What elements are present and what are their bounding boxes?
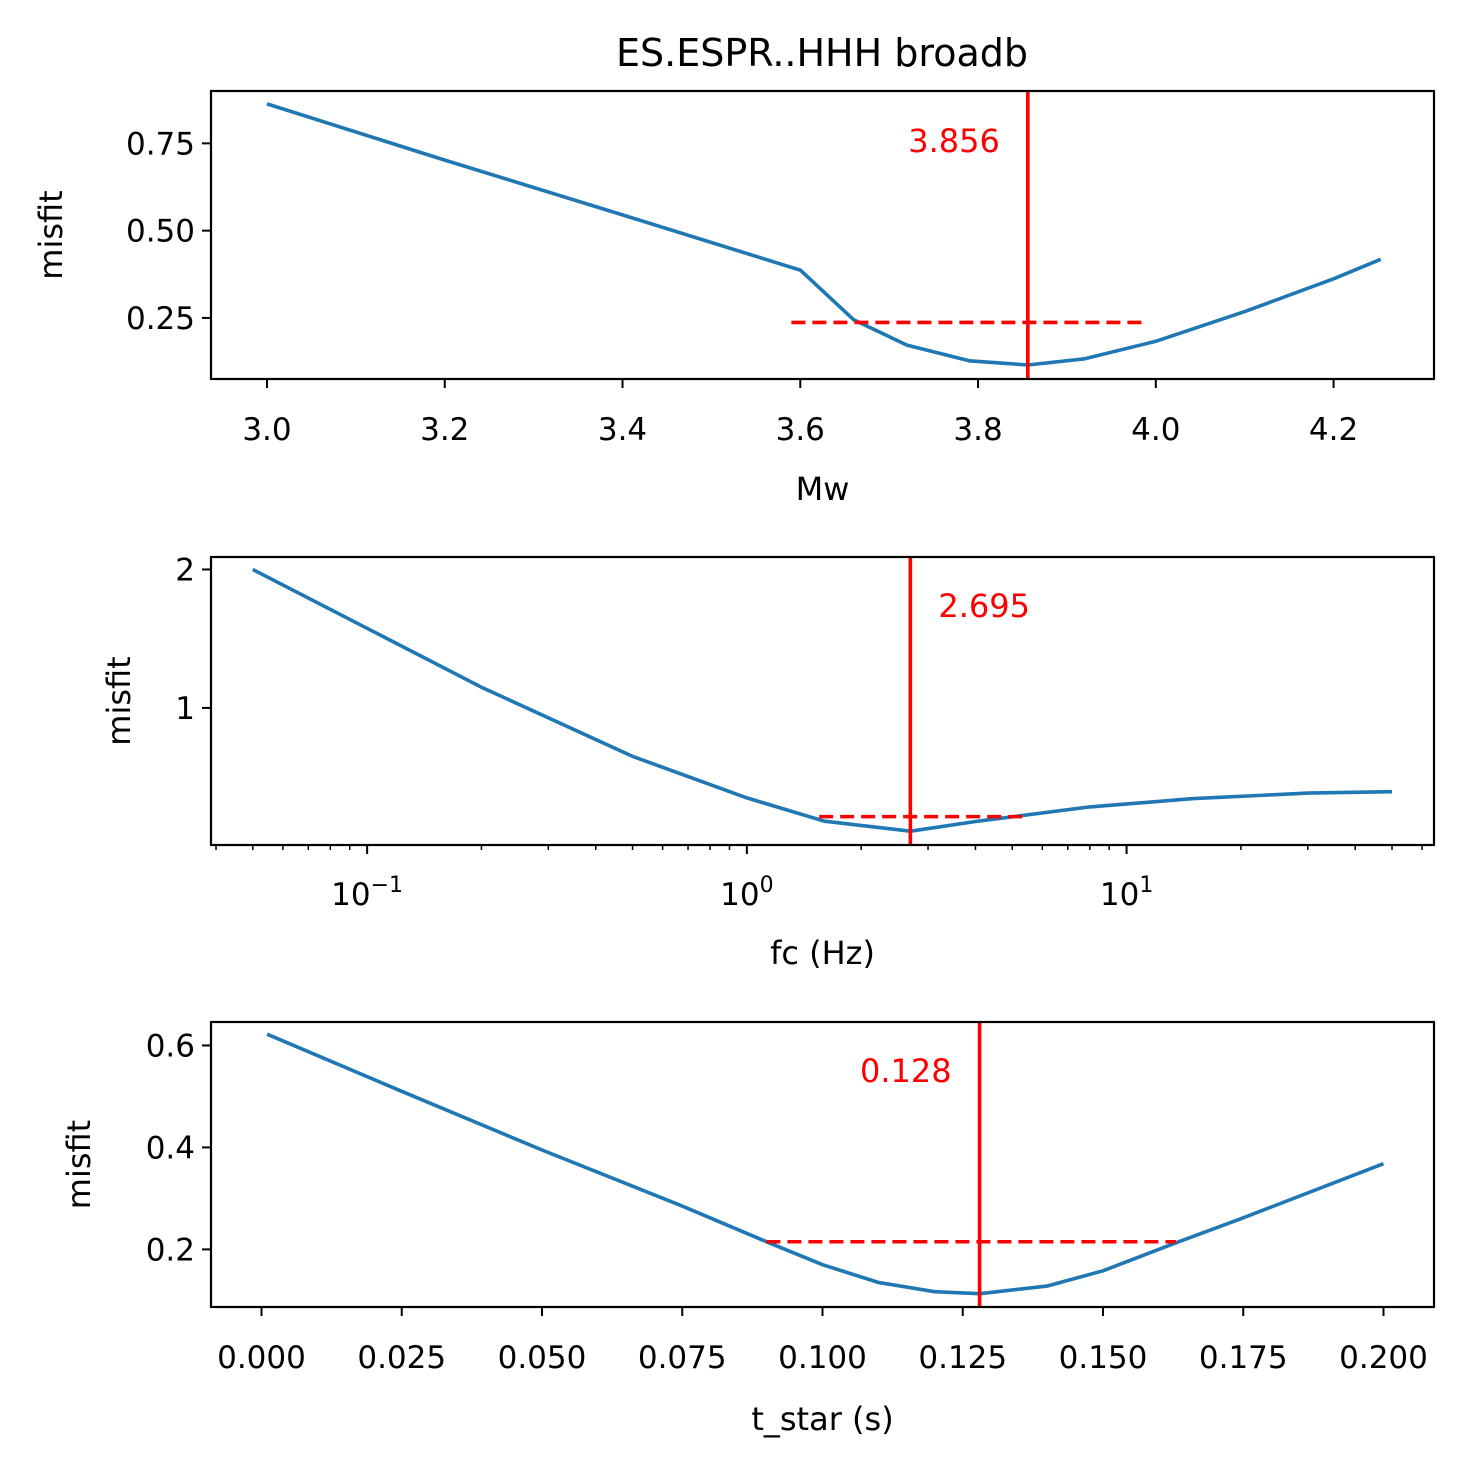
y-tick-label: 0.25: [126, 301, 195, 337]
y-tick-label: 0.50: [126, 214, 195, 250]
x-tick-label: 0.025: [357, 1340, 446, 1376]
x-tick-label: 3.6: [776, 412, 825, 448]
axes-frame: [209, 89, 1436, 381]
panel-1: 3.856 3.0 3.2 3.4 3.6 3.8 4.0 4.2 0.25 0.50 0.75 Mw…: [32, 89, 1436, 508]
x-tick-label: 3.8: [953, 412, 1002, 448]
y-axis-label: misfit: [32, 190, 70, 279]
misfit-curve: [251, 567, 1393, 834]
best-value-label: 2.695: [938, 587, 1030, 625]
x-tick-label: 3.2: [420, 412, 469, 448]
x-tick-label: 0.075: [638, 1340, 727, 1376]
x-tick-label: 4.2: [1309, 412, 1358, 448]
x-tick-label: 0.050: [498, 1340, 587, 1376]
x-tick-label: 3.4: [598, 412, 647, 448]
best-value-label: 3.856: [908, 122, 1000, 160]
x-tick-label: 0.150: [1059, 1340, 1148, 1376]
x-tick-label: 101: [1100, 873, 1153, 913]
misfit-curve: [266, 1032, 1385, 1296]
panels: 3.856 3.0 3.2 3.4 3.6 3.8 4.0 4.2 0.25 0.50 0.75 Mw…: [32, 89, 1436, 1438]
x-axis-label: Mw: [796, 470, 850, 508]
x-tick-label: 0.100: [778, 1340, 867, 1376]
x-tick-exponent: 0: [760, 873, 774, 898]
x-tick-label: 0.000: [217, 1340, 306, 1376]
x-tick-label: 4.0: [1131, 412, 1180, 448]
axes-frame: [209, 555, 1436, 847]
y-tick-label: 0.2: [146, 1232, 195, 1268]
y-axis-label: misfit: [60, 1120, 98, 1209]
plot-area: [251, 557, 1393, 845]
x-axis-label: fc (Hz): [770, 934, 875, 972]
x-tick-label: 100: [720, 873, 773, 913]
x-tick-label: 3.0: [242, 412, 291, 448]
x-tick-exponent: −1: [371, 873, 403, 898]
plot-area: [266, 1022, 1385, 1307]
x-tick-label: 0.200: [1339, 1340, 1428, 1376]
x-axis-label: t_star (s): [751, 1400, 893, 1438]
best-value-label: 0.128: [860, 1052, 952, 1090]
x-tick-label: 10−1: [331, 873, 403, 913]
x-tick-label: 0.175: [1199, 1340, 1288, 1376]
x-tick-label: 0.125: [918, 1340, 1007, 1376]
y-tick-label: 0.4: [146, 1130, 195, 1166]
panel-3: 0.128 0.000 0.025 0.050 0.075 0.100 0.125 0.150…: [60, 1020, 1436, 1438]
y-axis-label: misfit: [100, 656, 138, 745]
plot-area: [266, 91, 1382, 379]
y-tick-label: 1: [175, 691, 195, 727]
y-tick-label: 0.75: [126, 126, 195, 162]
y-tick-label: 2: [175, 552, 195, 588]
figure-title: ES.ESPR..HHH broadb: [616, 31, 1028, 75]
x-tick-exponent: 1: [1139, 873, 1153, 898]
y-tick-label: 0.6: [146, 1028, 195, 1064]
misfit-curve: [266, 102, 1382, 367]
